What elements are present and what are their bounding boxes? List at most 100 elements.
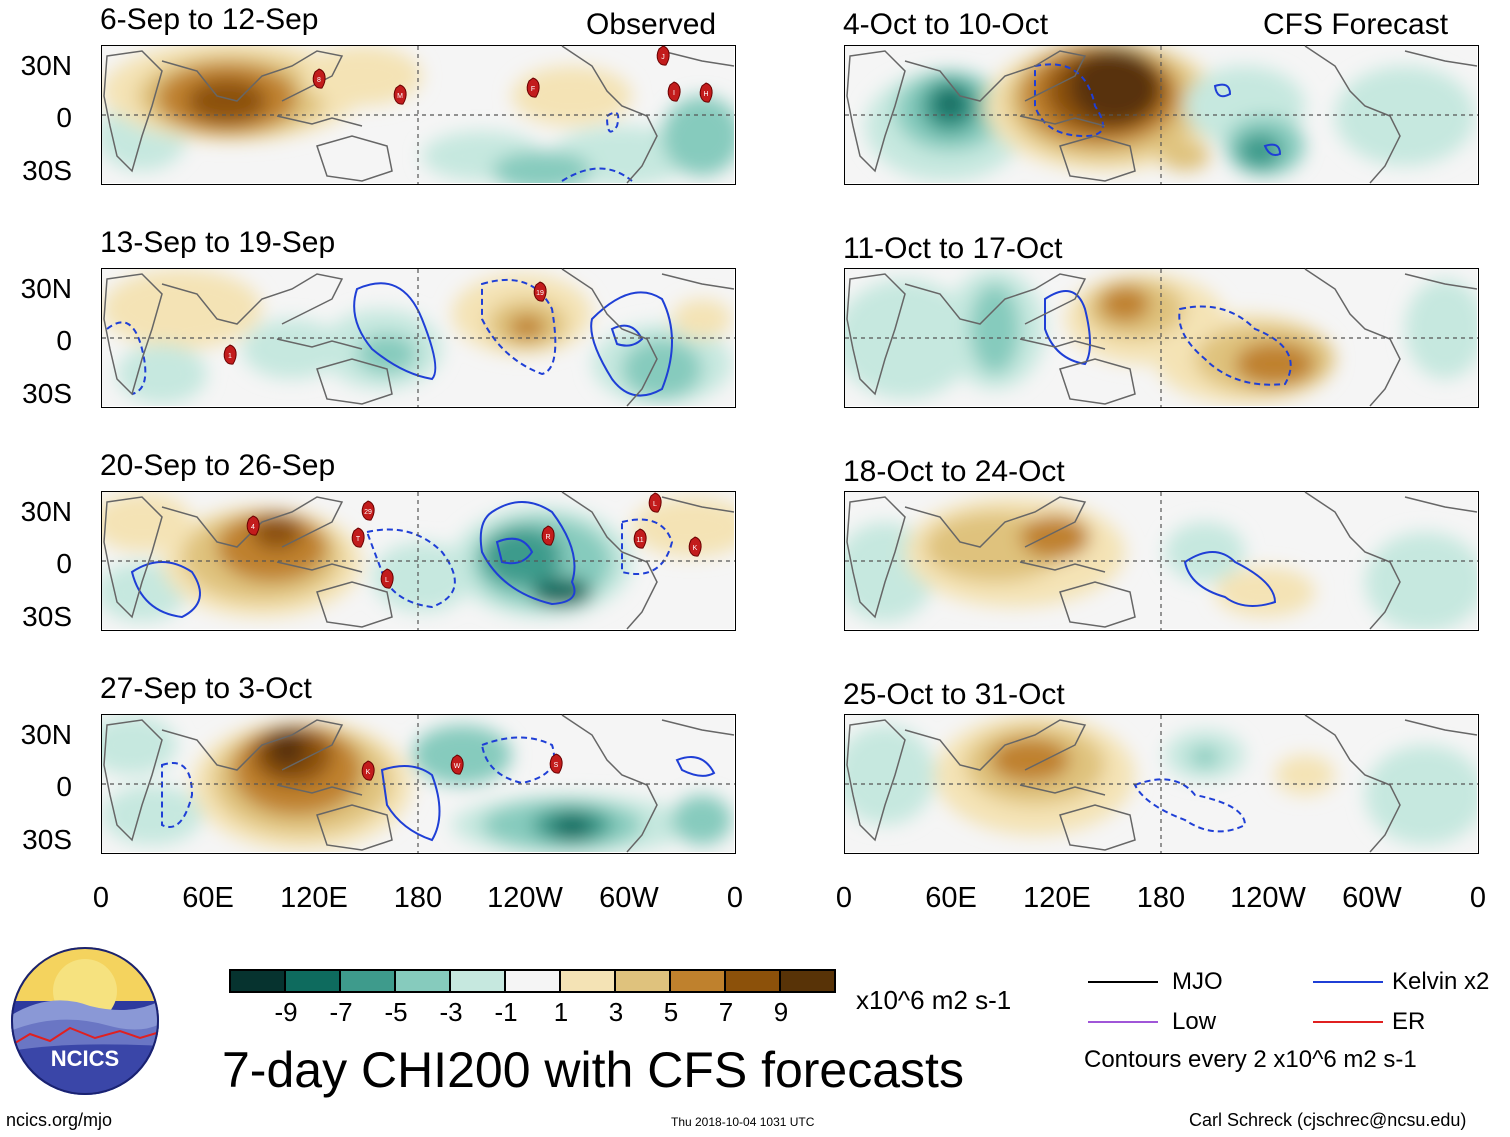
colorbar-swatch <box>230 970 285 992</box>
storm-marker: S <box>547 753 565 780</box>
storm-marker: 19 <box>531 281 549 308</box>
map-panel-obs-4 <box>101 714 736 854</box>
map-panel-obs-1 <box>101 45 736 185</box>
panel-title-obs-2: 13-Sep to 19-Sep <box>100 226 336 259</box>
y-label-0: 0 <box>56 325 72 356</box>
storm-marker: F <box>524 77 542 104</box>
legend-line-er <box>1313 1021 1383 1023</box>
colorbar-swatch <box>560 970 615 992</box>
y-label-30n: 30N <box>20 273 72 304</box>
colorbar-swatch <box>780 970 835 992</box>
y-label-0: 0 <box>56 102 72 133</box>
legend-line-low <box>1088 1021 1158 1023</box>
x-label: 0 <box>726 882 744 914</box>
x-label: 0 <box>1469 882 1487 914</box>
colorbar-swatches <box>229 969 836 993</box>
forecast-header: CFS Forecast <box>1263 8 1449 41</box>
y-label-30s: 30S <box>22 378 72 409</box>
storm-marker: M <box>391 84 409 111</box>
panel-title-fcst-2: 11-Oct to 17-Oct <box>843 232 1063 265</box>
panel-title-obs-1: 6-Sep to 12-Sep <box>100 3 319 36</box>
y-label-30n: 30N <box>20 496 72 527</box>
storm-marker: K <box>686 536 704 563</box>
storm-marker: J <box>654 45 672 72</box>
svg-text:L: L <box>385 577 389 584</box>
x-label: 180 <box>393 882 443 914</box>
storm-marker: I <box>665 81 683 108</box>
ncics-logo-graphic <box>11 947 159 1095</box>
colorbar-label: -9 <box>274 997 298 1027</box>
ncics-logo: NCICS <box>10 946 160 1096</box>
colorbar-swatch <box>285 970 340 992</box>
storm-marker: W <box>448 754 466 781</box>
colorbar-swatch <box>670 970 725 992</box>
x-label: 120W <box>487 882 563 914</box>
svg-text:S: S <box>554 762 559 769</box>
x-label: 60W <box>1342 882 1402 914</box>
panel-title-fcst-3: 18-Oct to 24-Oct <box>843 455 1065 488</box>
colorbar-swatch <box>450 970 505 992</box>
footer-url: ncics.org/mjo <box>6 1110 113 1130</box>
svg-text:19: 19 <box>536 290 544 297</box>
svg-text:8: 8 <box>317 77 321 84</box>
storm-marker: 1 <box>221 344 239 371</box>
map-panel-obs-2 <box>101 268 736 408</box>
svg-text:K: K <box>693 545 698 552</box>
storm-marker: T <box>349 527 367 554</box>
map-panel-obs-3 <box>101 491 736 631</box>
x-label: 180 <box>1136 882 1186 914</box>
colorbar-label: -5 <box>384 997 408 1027</box>
y-label-30n: 30N <box>20 719 72 750</box>
colorbar-swatch <box>615 970 670 992</box>
storm-marker: R <box>539 525 557 552</box>
panel-title-fcst-1: 4-Oct to 10-Oct <box>843 8 1049 41</box>
storm-marker: 29 <box>359 500 377 527</box>
y-label-30n: 30N <box>20 50 72 81</box>
x-label: 120W <box>1230 882 1306 914</box>
colorbar-label: -1 <box>494 997 518 1027</box>
svg-text:11: 11 <box>636 537 643 544</box>
colorbar-label: 7 <box>718 997 734 1027</box>
storm-marker: K <box>359 760 377 787</box>
svg-text:K: K <box>366 769 371 776</box>
svg-text:L: L <box>653 501 657 508</box>
colorbar-swatch <box>725 970 780 992</box>
map-panel-fcst-3 <box>844 491 1479 631</box>
legend-line-mjo <box>1088 981 1158 983</box>
legend-label-mjo: MJO <box>1172 968 1223 995</box>
x-label: 120E <box>280 882 348 914</box>
svg-text:H: H <box>703 91 708 98</box>
main-title: 7-day CHI200 with CFS forecasts <box>222 1042 964 1098</box>
y-label-30s: 30S <box>22 601 72 632</box>
y-label-0: 0 <box>56 548 72 579</box>
svg-text:W: W <box>454 763 461 770</box>
svg-text:R: R <box>545 534 550 541</box>
colorbar-label: 3 <box>608 997 624 1027</box>
x-label: 60W <box>599 882 659 914</box>
contours-note: Contours every 2 x10^6 m2 s-1 <box>1084 1046 1417 1073</box>
svg-text:1: 1 <box>228 353 232 360</box>
x-label: 60E <box>925 882 977 914</box>
x-label: 0 <box>92 882 110 914</box>
colorbar-units: x10^6 m2 s-1 <box>856 985 1012 1015</box>
map-panel-fcst-4 <box>844 714 1479 854</box>
colorbar-swatch <box>395 970 450 992</box>
colorbar-swatch <box>505 970 560 992</box>
map-panel-fcst-2 <box>844 268 1479 408</box>
storm-marker: H <box>697 82 715 109</box>
svg-text:F: F <box>531 86 535 93</box>
colorbar-swatch <box>340 970 395 992</box>
colorbar-label: -7 <box>329 997 353 1027</box>
x-label: 120E <box>1023 882 1091 914</box>
colorbar-label: 9 <box>773 997 789 1027</box>
storm-marker: 8 <box>310 68 328 95</box>
svg-text:I: I <box>673 90 675 97</box>
colorbar-label: -3 <box>439 997 463 1027</box>
svg-text:J: J <box>661 54 665 61</box>
storm-marker: L <box>646 492 664 519</box>
storm-marker: 11 <box>631 528 649 555</box>
legend-line-kelvin <box>1313 981 1383 983</box>
y-label-30s: 30S <box>22 155 72 186</box>
svg-text:29: 29 <box>364 509 372 516</box>
y-label-30s: 30S <box>22 824 72 855</box>
